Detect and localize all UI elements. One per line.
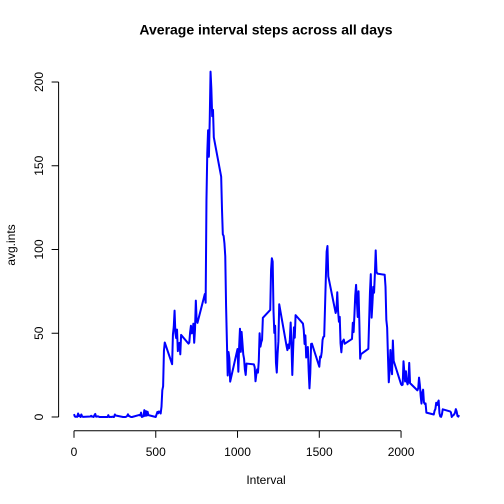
x-axis-label: Interval (246, 473, 285, 487)
x-tick-label: 1000 (224, 445, 251, 459)
x-tick-label: 2000 (388, 445, 415, 459)
x-tick-label: 0 (71, 445, 78, 459)
y-tick-label: 0 (32, 413, 46, 420)
y-tick-label: 200 (32, 72, 46, 92)
y-axis-label: avg.ints (4, 224, 18, 265)
x-tick-label: 500 (146, 445, 166, 459)
chart-title: Average interval steps across all days (139, 22, 392, 38)
data-line (73, 70, 460, 418)
x-tick-label: 1500 (306, 445, 333, 459)
y-tick-label: 50 (32, 326, 46, 340)
y-tick-label: 100 (32, 239, 46, 259)
y-tick-label: 150 (32, 155, 46, 175)
